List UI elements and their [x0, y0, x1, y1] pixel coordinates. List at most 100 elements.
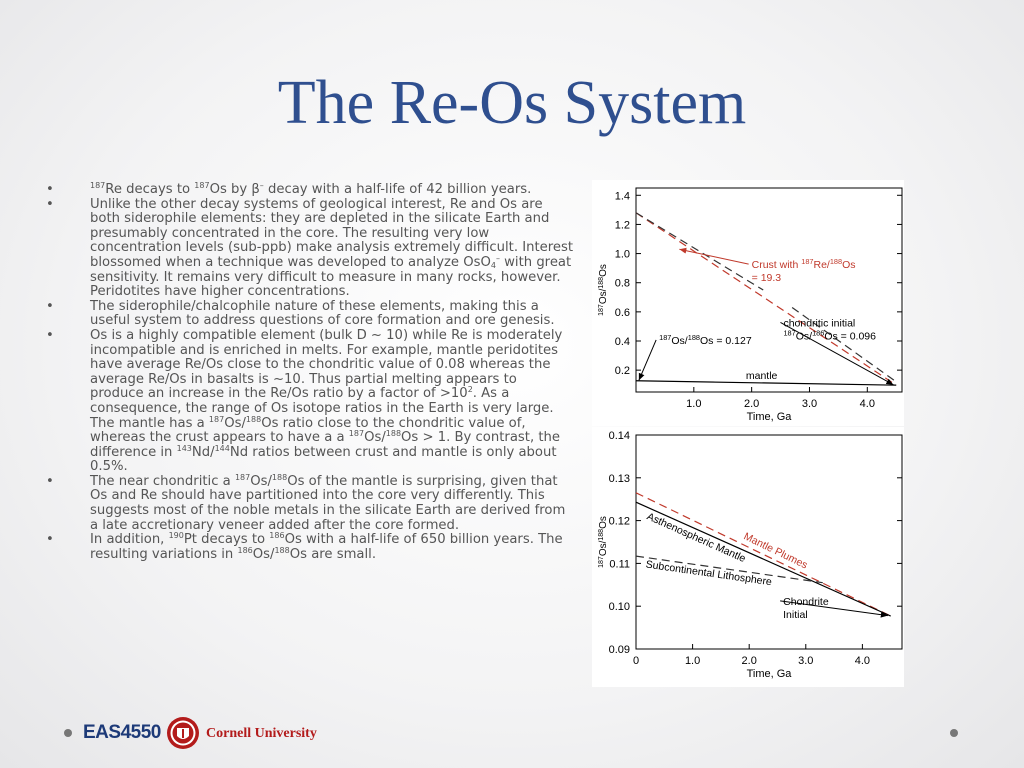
cornell-seal-icon [166, 716, 200, 755]
y-tick-label: 0.2 [615, 365, 630, 377]
bullet-text: The siderophile/chalcophile nature of th… [90, 299, 555, 329]
figure-mantle-reservoirs: 0.09 0.10 0.11 0.12 0.13 0.14 0 1.0 2.0 3.0 4.0 Tim… [592, 427, 904, 687]
x-tick-label: 2.0 [742, 655, 757, 667]
bullet-text: 187Re decays to 187Os by β– decay with a… [90, 182, 531, 197]
chart-2-svg: 0.09 0.10 0.11 0.12 0.13 0.14 0 1.0 2.0 3.0 4.0 Tim… [598, 430, 903, 680]
footer-right-dot [950, 729, 958, 737]
series-line-3 [791, 306, 897, 383]
x-tick-label: 4.0 [860, 398, 875, 410]
x-tick-label: 0 [633, 655, 639, 667]
y-tick-label: 0.14 [609, 430, 630, 442]
annotation-text: Initial [783, 609, 808, 621]
text-run: Os > 1. By contrast, the difference in [90, 430, 560, 460]
annotation-text: Crust with 187Re/188Os [752, 257, 856, 272]
series-line-4 [635, 380, 897, 386]
series-label: Asthenospheric Mantle [645, 511, 748, 566]
course-code: EAS4550 [83, 722, 161, 743]
annotation-text: 187Os/186Os = 0.096 [783, 328, 876, 343]
y-axis-label: 187Os/188Os [598, 264, 610, 316]
text-run: 187 [90, 181, 106, 190]
y-tick-label: 1.2 [615, 219, 630, 231]
x-axis-label: Time, Ga [747, 668, 793, 680]
footer-left-dot [64, 729, 72, 737]
annotation-text: mantle [746, 370, 778, 382]
text-run: Os are small. [289, 546, 377, 562]
text-run: 2 [467, 385, 473, 395]
y-tick-label: 0.09 [609, 644, 630, 656]
x-tick-label: 1.0 [686, 398, 701, 410]
bullet-marker: • [46, 327, 54, 343]
text-run: – [495, 253, 500, 263]
bullet-6: • In addition, 190Pt decays to 186Os with… [46, 532, 574, 562]
text-run: 187 [208, 414, 225, 424]
y-tick-label: 1.0 [615, 249, 630, 261]
bullet-text: The near chondritic a 187Os/188Os of the… [90, 472, 566, 533]
slide-title: The Re-Os System [277, 69, 747, 137]
y-tick-label: 0.6 [615, 307, 630, 319]
annotation-arrow [679, 247, 749, 265]
bullet-3: • The siderophile/chalcophile nature of t… [46, 299, 574, 329]
bullet-1: • 187Re decays to 187Os by β– decay with … [46, 182, 574, 198]
x-tick-label: 3.0 [802, 398, 817, 410]
text-run: The siderophile/chalcophile nature of th… [90, 298, 555, 329]
text-run: Os of the mantle is surprising, given th… [90, 473, 566, 533]
bullet-4: • Os is a highly compatible element (bulk… [46, 327, 574, 475]
annotation-text: Chondrite [783, 596, 829, 608]
plot-frame [635, 187, 903, 393]
annotation-text: 187Os/188Os = 0.127 [659, 332, 752, 347]
series-line-3 [635, 555, 823, 584]
text-run: 188 [274, 545, 290, 555]
series-line-1 [635, 212, 897, 386]
text-run: Pt decays to [183, 532, 270, 548]
annotation-text: chondritic initial [783, 317, 855, 329]
text-run: 4 [490, 260, 496, 270]
bullet-text: In addition, 190Pt decays to 186Os with … [90, 532, 563, 562]
bullet-text: Unlike the other decay systems of geolog… [90, 197, 573, 300]
series-label: Subcontinental Lithosphere [645, 559, 773, 589]
text-run: 187 [348, 429, 365, 439]
text-run: . As a consequence, the range of Os isot… [90, 386, 554, 431]
bullet-marker: • [46, 532, 54, 548]
series-line-2 [635, 501, 891, 617]
text-run: – [259, 181, 264, 190]
text-run: 143 [176, 443, 192, 453]
text-run: 190 [168, 531, 184, 541]
series-label: Mantle Plumes [742, 530, 810, 571]
text-run: 188 [245, 414, 262, 424]
y-tick-label: 0.11 [609, 558, 630, 570]
text-run: In addition, [90, 532, 169, 548]
text-run: decay with a half-life of 42 billion yea… [263, 182, 532, 197]
annotation-arrow [780, 600, 888, 618]
x-tick-label: 4.0 [855, 655, 870, 667]
text-run: Os/ [364, 430, 386, 446]
annotation-text: = 19.3 [752, 272, 782, 284]
annotation-arrow [638, 339, 657, 381]
figure-crust-mantle-evolution: 0.2 0.4 0.6 0.8 1.0 1.2 1.4 1.0 2.0 3.0 4.0 Time, G… [592, 180, 904, 426]
text-run: 187 [194, 181, 210, 190]
x-tick-label: 2.0 [744, 398, 759, 410]
y-tick-label: 0.12 [609, 516, 630, 528]
bullet-list: • 187Re decays to 187Os by β– decay with … [46, 182, 574, 562]
y-axis-label: 187Os/188Os [598, 516, 610, 568]
y-tick-label: 1.4 [615, 190, 630, 202]
x-tick-label: 3.0 [798, 655, 813, 667]
y-tick-label: 0.8 [615, 278, 630, 290]
text-run: 187 [234, 472, 251, 482]
text-run: Nd/ [191, 444, 215, 460]
x-tick-label: 1.0 [685, 655, 700, 667]
bullet-2: • Unlike the other decay systems of geolo… [46, 197, 574, 300]
text-run: Os by β [209, 182, 260, 197]
y-tick-label: 0.13 [609, 473, 630, 485]
text-run: 186 [269, 531, 285, 541]
text-run: Unlike the other decay systems of geolog… [90, 196, 574, 270]
bullet-5: • The near chondritic a 187Os/188Os of th… [46, 472, 574, 533]
text-run: The near chondritic a [90, 473, 235, 489]
bullet-marker: • [46, 182, 54, 197]
text-run: Os ratio close to the chondritic value o… [90, 415, 526, 446]
bullet-text: Os is a highly compatible element (bulk … [90, 328, 562, 474]
text-run: 188 [385, 429, 402, 439]
y-tick-label: 0.10 [609, 601, 630, 613]
plot-frame [635, 434, 903, 650]
text-run: Os/ [252, 546, 275, 562]
text-run: 144 [214, 443, 230, 453]
